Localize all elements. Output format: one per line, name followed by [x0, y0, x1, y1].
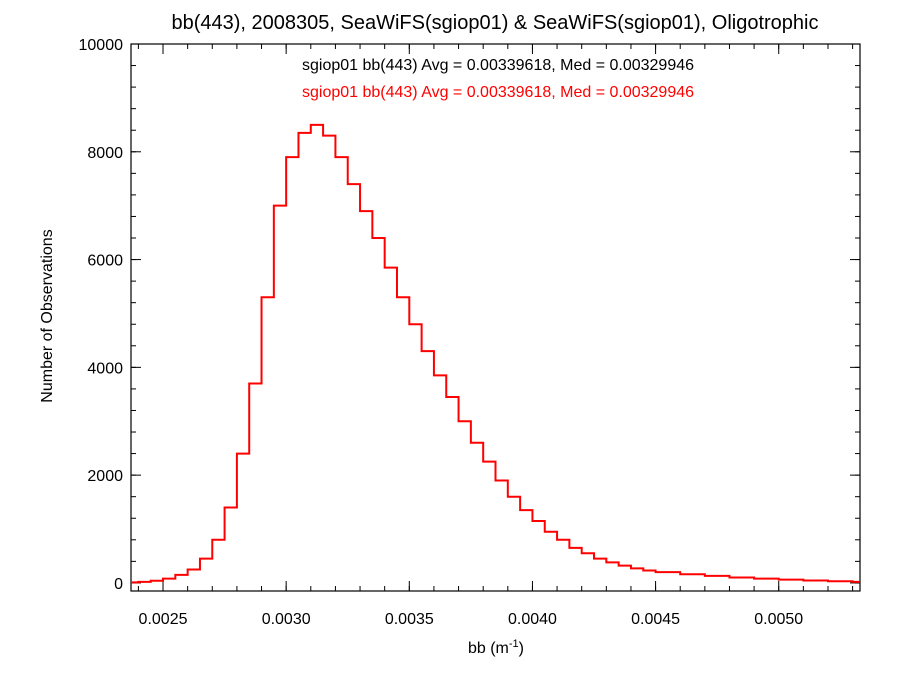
annotation-black: sgiop01 bb(443) Avg = 0.00339618, Med = …: [302, 57, 694, 74]
x-axis-label-base: bb (m: [468, 640, 509, 657]
axis-ticks: 0.0025 0.0030 0.0035 0.0040 0.0045 0.0050 0 200…: [79, 37, 860, 628]
y-axis-label: Number of Observations: [39, 229, 56, 402]
x-tick-label: 0.0050: [754, 611, 803, 628]
x-tick-label: 0.0040: [508, 611, 557, 628]
x-tick-label: 0.0045: [631, 611, 680, 628]
y-tick-label: 8000: [87, 145, 123, 162]
y-tick-label: 6000: [87, 253, 123, 270]
annotation-red: sgiop01 bb(443) Avg = 0.00339618, Med = …: [302, 84, 694, 101]
chart-title: bb(443), 2008305, SeaWiFS(sgiop01) & Sea…: [172, 12, 819, 34]
y-tick-label: 4000: [87, 360, 123, 377]
y-tick-label: 2000: [87, 468, 123, 485]
x-tick-label: 0.0025: [139, 611, 188, 628]
y-tick-label: 0: [114, 576, 123, 593]
x-axis-label: bb (m-1): [468, 638, 524, 657]
plot-frame: [130, 43, 861, 592]
x-tick-label: 0.0035: [385, 611, 434, 628]
x-axis-label-superscript: -1: [509, 638, 519, 650]
histogram-series-line: [131, 123, 860, 584]
y-tick-label: 10000: [79, 37, 124, 54]
x-axis-label-tail: ): [519, 640, 524, 657]
x-tick-label: 0.0030: [262, 611, 311, 628]
plot-area: 0.0025 0.0030 0.0035 0.0040 0.0045 0.0050 0 200…: [79, 37, 861, 628]
